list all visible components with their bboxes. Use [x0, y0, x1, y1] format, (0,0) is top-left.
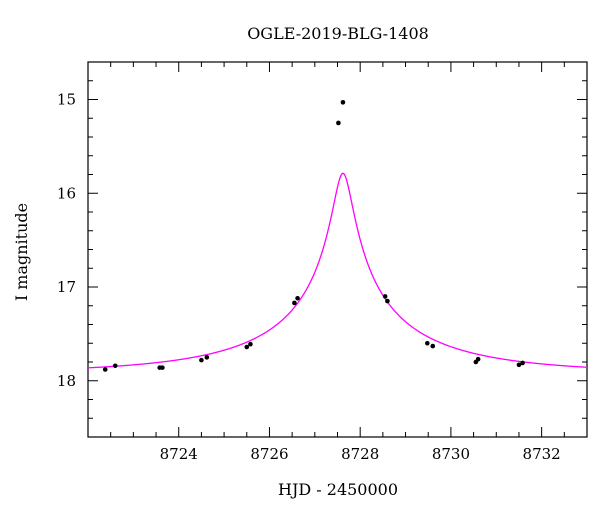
x-tick-label: 8726 — [250, 445, 288, 463]
plot-frame — [87, 61, 588, 438]
data-point — [520, 360, 525, 366]
chart-title: OGLE-2019-BLG-1408 — [247, 24, 429, 43]
data-point — [295, 295, 300, 301]
y-tick-label: 17 — [57, 278, 76, 296]
data-point — [160, 365, 165, 370]
data-point — [248, 341, 253, 347]
data-point — [204, 355, 210, 360]
data-point — [199, 357, 204, 363]
x-tick-label: 8732 — [523, 445, 561, 463]
data-point — [336, 120, 341, 126]
model-curve — [87, 172, 588, 369]
data-point — [112, 363, 118, 369]
y-axis-label: I magnitude — [12, 203, 31, 301]
data-point — [430, 343, 436, 349]
data-point — [475, 356, 481, 362]
plot-area: 8724 8726 8728 8730 8732 15 16 17 18 — [57, 61, 588, 463]
x-tick-label: 8724 — [160, 445, 198, 463]
data-point — [292, 300, 297, 306]
y-tick-label: 15 — [57, 91, 76, 109]
y-tick-label: 16 — [57, 184, 76, 202]
x-axis-label: HJD - 2450000 — [278, 480, 398, 499]
data-point — [382, 294, 388, 299]
data-point — [244, 344, 250, 350]
x-tick-label: 8730 — [432, 445, 470, 463]
y-tick-label: 18 — [57, 372, 76, 390]
data-point — [340, 100, 346, 105]
data-point — [516, 362, 522, 368]
data-point — [425, 340, 430, 346]
data-point — [385, 298, 390, 304]
x-tick-label: 8728 — [341, 445, 379, 463]
data-point — [102, 367, 108, 372]
